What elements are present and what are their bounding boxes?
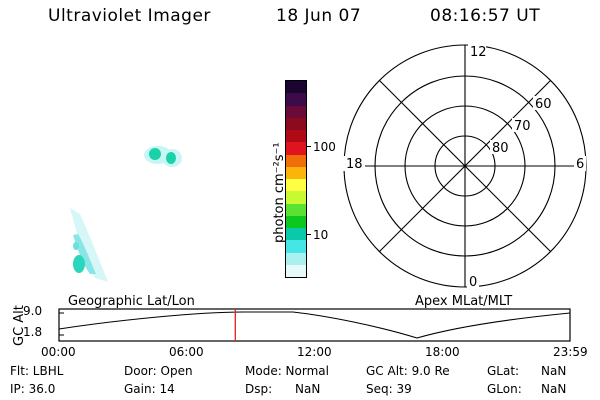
altitude-curve xyxy=(58,311,571,339)
x-tick-0600: 06:00 xyxy=(169,345,204,359)
status-door: Door: Open xyxy=(124,364,193,378)
status-glat-label: GLat: xyxy=(487,364,520,378)
status-gc-alt: GC Alt: 9.0 Re xyxy=(366,364,450,378)
colorbar xyxy=(285,80,307,278)
x-tick-0000: 00:00 xyxy=(41,345,76,359)
status-filter: Flt: LBHL xyxy=(10,364,64,378)
status-ip: IP: 36.0 xyxy=(10,382,56,396)
apex-polar-grid: 12 18 6 0 60 70 80 xyxy=(343,44,587,288)
aurora-blob-upper xyxy=(144,146,182,167)
lat-label-70: 70 xyxy=(514,119,531,134)
colorbar-band xyxy=(286,179,306,192)
colorbar-band xyxy=(286,142,306,155)
mlt-label-0: 0 xyxy=(469,275,477,288)
status-seq: Seq: 39 xyxy=(366,382,412,396)
apex-label: Apex MLat/MLT xyxy=(415,294,513,309)
geographic-image xyxy=(70,146,182,282)
lat-label-80: 80 xyxy=(492,141,509,156)
status-glon-value: NaN xyxy=(541,382,567,396)
colorbar-unit-label: photon cm⁻²s⁻¹ xyxy=(272,142,287,243)
colorbar-band xyxy=(286,240,306,253)
colorbar-band xyxy=(286,191,306,204)
colorbar-band xyxy=(286,130,306,143)
colorbar-label-10: 10 xyxy=(313,228,329,242)
colorbar-tick-10 xyxy=(306,234,311,235)
x-tick-1800: 18:00 xyxy=(425,345,460,359)
x-tick-1200: 12:00 xyxy=(297,345,332,359)
colorbar-band xyxy=(286,93,306,106)
geographic-label: Geographic Lat/Lon xyxy=(68,294,195,309)
colorbar-label-100: 100 xyxy=(313,140,336,154)
colorbar-band xyxy=(286,252,306,265)
altitude-plot-frame xyxy=(58,308,571,342)
status-gain: Gain: 14 xyxy=(124,382,175,396)
colorbar-band xyxy=(286,228,306,241)
colorbar-tick-100 xyxy=(306,146,311,147)
instrument-title: Ultraviolet Imager xyxy=(48,6,211,26)
mlt-label-6: 6 xyxy=(576,157,584,172)
colorbar-band xyxy=(286,203,306,216)
colorbar-band xyxy=(286,154,306,167)
mlt-label-18: 18 xyxy=(346,157,363,172)
status-mode: Mode: Normal xyxy=(245,364,329,378)
status-glat-value: NaN xyxy=(541,364,567,378)
colorbar-gradient xyxy=(286,81,306,277)
altitude-y-top: 9.0 xyxy=(23,304,43,318)
mlt-label-12: 12 xyxy=(470,45,487,60)
colorbar-band xyxy=(286,264,306,277)
colorbar-band xyxy=(286,117,306,130)
lat-label-60: 60 xyxy=(535,97,552,112)
altitude-plot xyxy=(58,308,571,342)
time-label: 08:16:57 UT xyxy=(430,6,541,26)
colorbar-band xyxy=(286,81,306,94)
colorbar-band xyxy=(286,166,306,179)
aurora-blob-lower xyxy=(70,208,108,282)
colorbar-band xyxy=(286,215,306,228)
date-label: 18 Jun 07 xyxy=(276,6,362,26)
x-tick-2359: 23:59 xyxy=(553,345,588,359)
status-dsp: Dsp: NaN xyxy=(245,382,321,396)
status-glon-label: GLon: xyxy=(487,382,522,396)
altitude-y-bottom: 1.8 xyxy=(23,325,43,339)
colorbar-band xyxy=(286,105,306,118)
polar-diagonal-2 xyxy=(379,80,551,252)
